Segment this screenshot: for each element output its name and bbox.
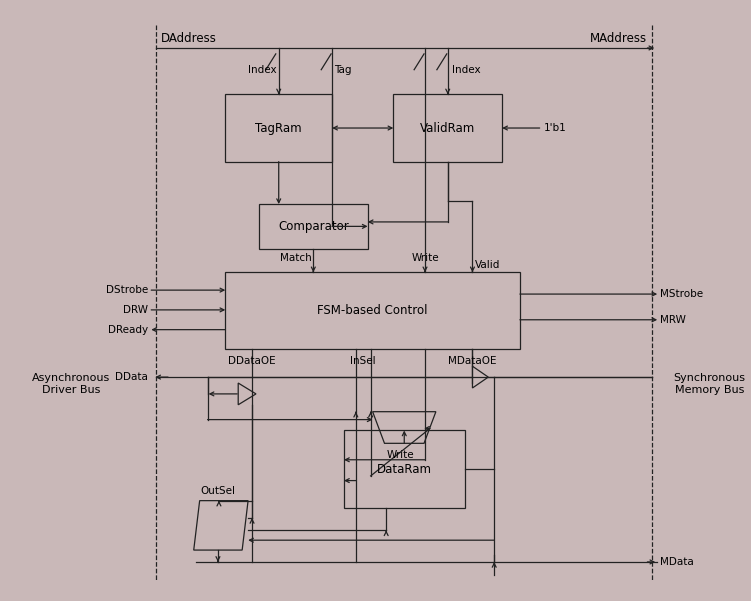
Bar — [394, 94, 502, 162]
Text: DStrobe: DStrobe — [106, 285, 148, 295]
Text: Valid: Valid — [475, 260, 501, 270]
Bar — [344, 430, 465, 508]
Bar — [259, 204, 368, 249]
Text: Write: Write — [387, 450, 414, 460]
Text: TagRam: TagRam — [255, 121, 302, 135]
Text: DDataOE: DDataOE — [228, 356, 276, 366]
Text: MData: MData — [660, 557, 694, 567]
Text: Write: Write — [412, 252, 439, 263]
Text: OutSel: OutSel — [201, 486, 236, 496]
Text: DData: DData — [116, 372, 148, 382]
Text: Synchronous
Memory Bus: Synchronous Memory Bus — [674, 373, 746, 395]
Text: InSel: InSel — [350, 356, 376, 366]
Text: Tag: Tag — [334, 65, 351, 75]
Text: Index: Index — [451, 65, 481, 75]
Text: Match: Match — [279, 252, 312, 263]
Text: DataRam: DataRam — [377, 463, 432, 475]
Text: MAddress: MAddress — [590, 32, 647, 44]
Text: MDataOE: MDataOE — [448, 356, 496, 366]
Bar — [225, 94, 332, 162]
Text: MStrobe: MStrobe — [660, 289, 704, 299]
Text: DAddress: DAddress — [161, 32, 217, 44]
Text: DReady: DReady — [108, 325, 148, 335]
Text: Comparator: Comparator — [278, 220, 348, 233]
Text: Index: Index — [248, 65, 277, 75]
Text: DRW: DRW — [123, 305, 148, 315]
Text: ValidRam: ValidRam — [420, 121, 475, 135]
Text: FSM-based Control: FSM-based Control — [318, 304, 428, 317]
Text: MRW: MRW — [660, 315, 686, 325]
Text: 1'b1: 1'b1 — [544, 123, 566, 133]
Text: Asynchronous
Driver Bus: Asynchronous Driver Bus — [32, 373, 110, 395]
Bar — [225, 272, 520, 349]
